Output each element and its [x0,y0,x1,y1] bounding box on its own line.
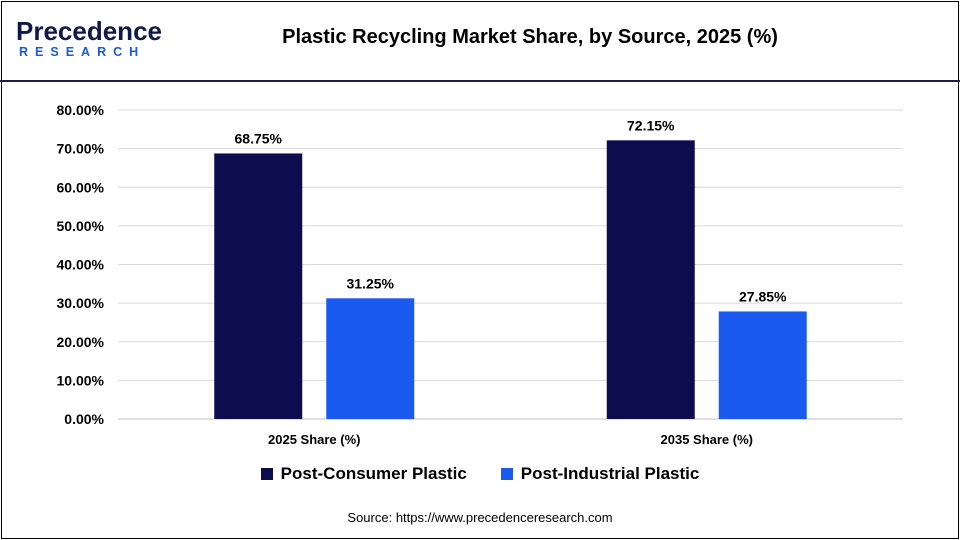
legend: Post-Consumer Plastic Post-Industrial Pl… [0,462,960,486]
bar [326,298,415,419]
data-label: 31.25% [347,275,395,291]
bar-chart: 0.00% 10.00% 20.00% 30.00% 40.00% 50.00% 60.00… [57,102,903,447]
legend-swatch-post-consumer [260,468,273,480]
y-tick-label: 40.00% [57,257,105,273]
source-note: Source: https://www.precedenceresearch.c… [347,510,613,525]
legend-item-post-consumer: Post-Consumer Plastic [260,462,467,486]
y-tick-label: 80.00% [57,102,105,118]
x-tick-label: 2035 Share (%) [661,432,754,447]
header: Precedence RESEARCH Plastic Recycling Ma… [0,0,960,82]
legend-label-post-industrial: Post-Industrial Plastic [520,464,700,483]
legend-swatch-post-industrial [500,468,513,480]
x-tick-label: 2025 Share (%) [268,432,361,447]
y-tick-label: 70.00% [57,141,105,157]
data-label: 72.15% [627,117,675,133]
data-label: 27.85% [739,288,787,304]
bar [214,153,303,419]
legend-item-post-industrial: Post-Industrial Plastic [500,462,700,486]
bar [606,140,695,419]
y-tick-label: 50.00% [57,218,105,234]
brand-logo: Precedence RESEARCH [16,18,166,62]
chart-title: Plastic Recycling Market Share, by Sourc… [282,26,778,48]
logo-wordmark: Precedence [16,16,162,46]
data-label: 68.75% [235,130,283,146]
y-tick-label: 20.00% [57,334,105,350]
bar [718,311,807,419]
logo-subtitle: RESEARCH [19,45,146,59]
y-tick-label: 10.00% [57,372,105,388]
legend-label-post-consumer: Post-Consumer Plastic [280,464,467,483]
y-tick-label: 60.00% [57,179,105,195]
y-tick-label: 30.00% [57,295,105,311]
y-tick-label: 0.00% [64,411,104,427]
